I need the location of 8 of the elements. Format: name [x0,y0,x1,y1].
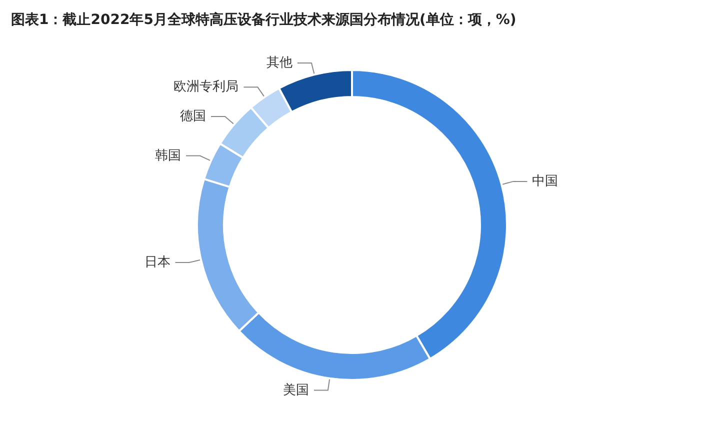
chart-title: 图表1：截止2022年5月全球特高压设备行业技术来源国分布情况(单位：项，%) [11,11,516,28]
slice-label: 欧洲专利局 [174,80,239,95]
slice-label: 中国 [532,174,558,189]
slice-label: 日本 [144,254,170,270]
slice-label: 德国 [180,109,206,124]
slice-label: 其他 [266,55,292,70]
slice-label: 韩国 [155,148,182,164]
slice-label: 美国 [282,382,309,398]
